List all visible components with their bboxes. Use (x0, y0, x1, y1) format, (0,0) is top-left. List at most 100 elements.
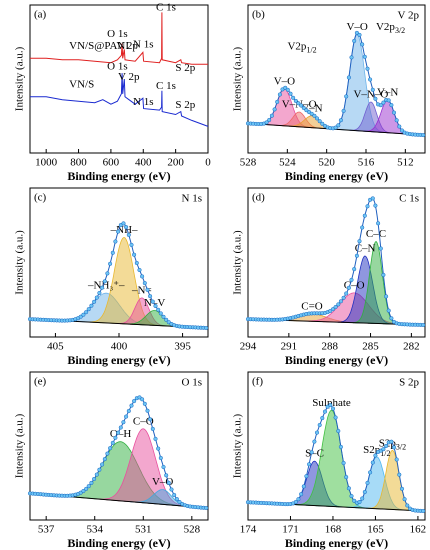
data-point (148, 294, 153, 299)
spectrum-line (30, 73, 209, 127)
data-point (299, 103, 304, 108)
data-point (81, 488, 86, 494)
x-tick-label: 168 (325, 524, 342, 536)
data-point (153, 436, 158, 441)
peak-label: V–N–O (353, 89, 388, 101)
data-point (307, 462, 312, 467)
data-point (386, 98, 391, 103)
peak-annotation-main: V2p (376, 21, 395, 33)
data-point (174, 497, 179, 502)
data-point (376, 221, 381, 226)
x-axis-label: Binding energy (eV) (285, 353, 388, 367)
data-point (126, 408, 131, 414)
panel-title: V 2p (398, 10, 420, 22)
peak-label: V–N (377, 87, 398, 99)
data-point (336, 428, 341, 434)
x-axis-label: Binding energy (eV) (67, 536, 170, 550)
data-point (172, 492, 177, 498)
data-point (309, 111, 314, 116)
data-point (338, 299, 343, 304)
peak-label: O–H (110, 428, 131, 440)
data-point (269, 113, 274, 118)
data-point (108, 446, 113, 451)
series-label: VN/S (69, 78, 94, 90)
data-point (116, 229, 121, 234)
peak-label: –NH₃⁺– (87, 280, 125, 292)
data-point (341, 460, 346, 466)
data-point (421, 322, 426, 328)
data-point (81, 312, 86, 317)
peak-label: C–C (366, 228, 386, 240)
data-point (156, 446, 161, 451)
data-point (354, 253, 359, 258)
data-point (142, 401, 147, 406)
plot-frame (247, 187, 426, 338)
x-tick-label: 520 (318, 157, 335, 169)
y-axis-label: Intensity (a.u.) (14, 46, 26, 111)
peak-label-sub: 3/2 (396, 443, 406, 452)
data-point (391, 110, 397, 115)
x-tick-label: 400 (135, 157, 152, 169)
data-point (150, 426, 155, 431)
data-point (272, 107, 277, 112)
data-point (314, 116, 320, 121)
data-point (341, 108, 346, 113)
data-point (134, 260, 139, 266)
data-point (399, 486, 405, 491)
data-point (352, 38, 357, 43)
data-point (92, 476, 97, 482)
peak-annotation-sub: 3/2 (395, 27, 405, 36)
plot-frame (247, 4, 426, 154)
data-point (341, 295, 346, 300)
data-point (314, 430, 320, 435)
panel-label: (d) (252, 192, 265, 204)
data-point (145, 287, 150, 292)
peak-label: C=O (301, 300, 323, 312)
data-point (113, 435, 118, 440)
panel-label: (f) (252, 376, 263, 388)
data-point (132, 252, 137, 257)
data-point (288, 91, 293, 96)
data-point (349, 277, 354, 282)
x-tick-label: 0 (205, 157, 211, 169)
data-point (296, 101, 301, 106)
panel-title: S 2p (399, 377, 419, 389)
data-point (346, 285, 351, 290)
data-point (397, 124, 402, 129)
data-point (349, 494, 354, 499)
x-tick-label: 524 (279, 157, 296, 169)
data-point (370, 460, 375, 465)
data-point (102, 279, 107, 284)
x-tick-label: 531 (135, 524, 152, 536)
data-point (338, 444, 343, 449)
data-point (293, 98, 298, 103)
data-point (89, 480, 94, 485)
data-point (381, 447, 386, 452)
plot-frame (29, 371, 209, 521)
data-point (344, 475, 349, 480)
data-point (360, 496, 365, 501)
peak-label: V–O (274, 75, 295, 87)
x-tick-label: 1000 (35, 157, 58, 169)
data-point (373, 453, 378, 458)
data-point (357, 239, 362, 244)
x-axis-label: Binding energy (eV) (285, 536, 388, 550)
data-point (100, 285, 105, 290)
data-point (365, 480, 370, 485)
x-tick-label: 294 (240, 341, 257, 353)
data-point (92, 299, 97, 304)
peak-annotation: C 1s (156, 80, 176, 92)
data-point (275, 99, 280, 104)
x-tick-label: 200 (167, 157, 184, 169)
data-point (110, 250, 115, 255)
data-point (94, 472, 99, 477)
data-point (338, 118, 343, 123)
data-point (389, 316, 394, 321)
x-tick-label: 288 (321, 341, 338, 353)
data-point (145, 408, 150, 413)
data-point (381, 272, 386, 277)
data-point (360, 42, 365, 47)
data-point (421, 508, 426, 514)
data-point (153, 303, 158, 309)
data-point (277, 92, 282, 97)
